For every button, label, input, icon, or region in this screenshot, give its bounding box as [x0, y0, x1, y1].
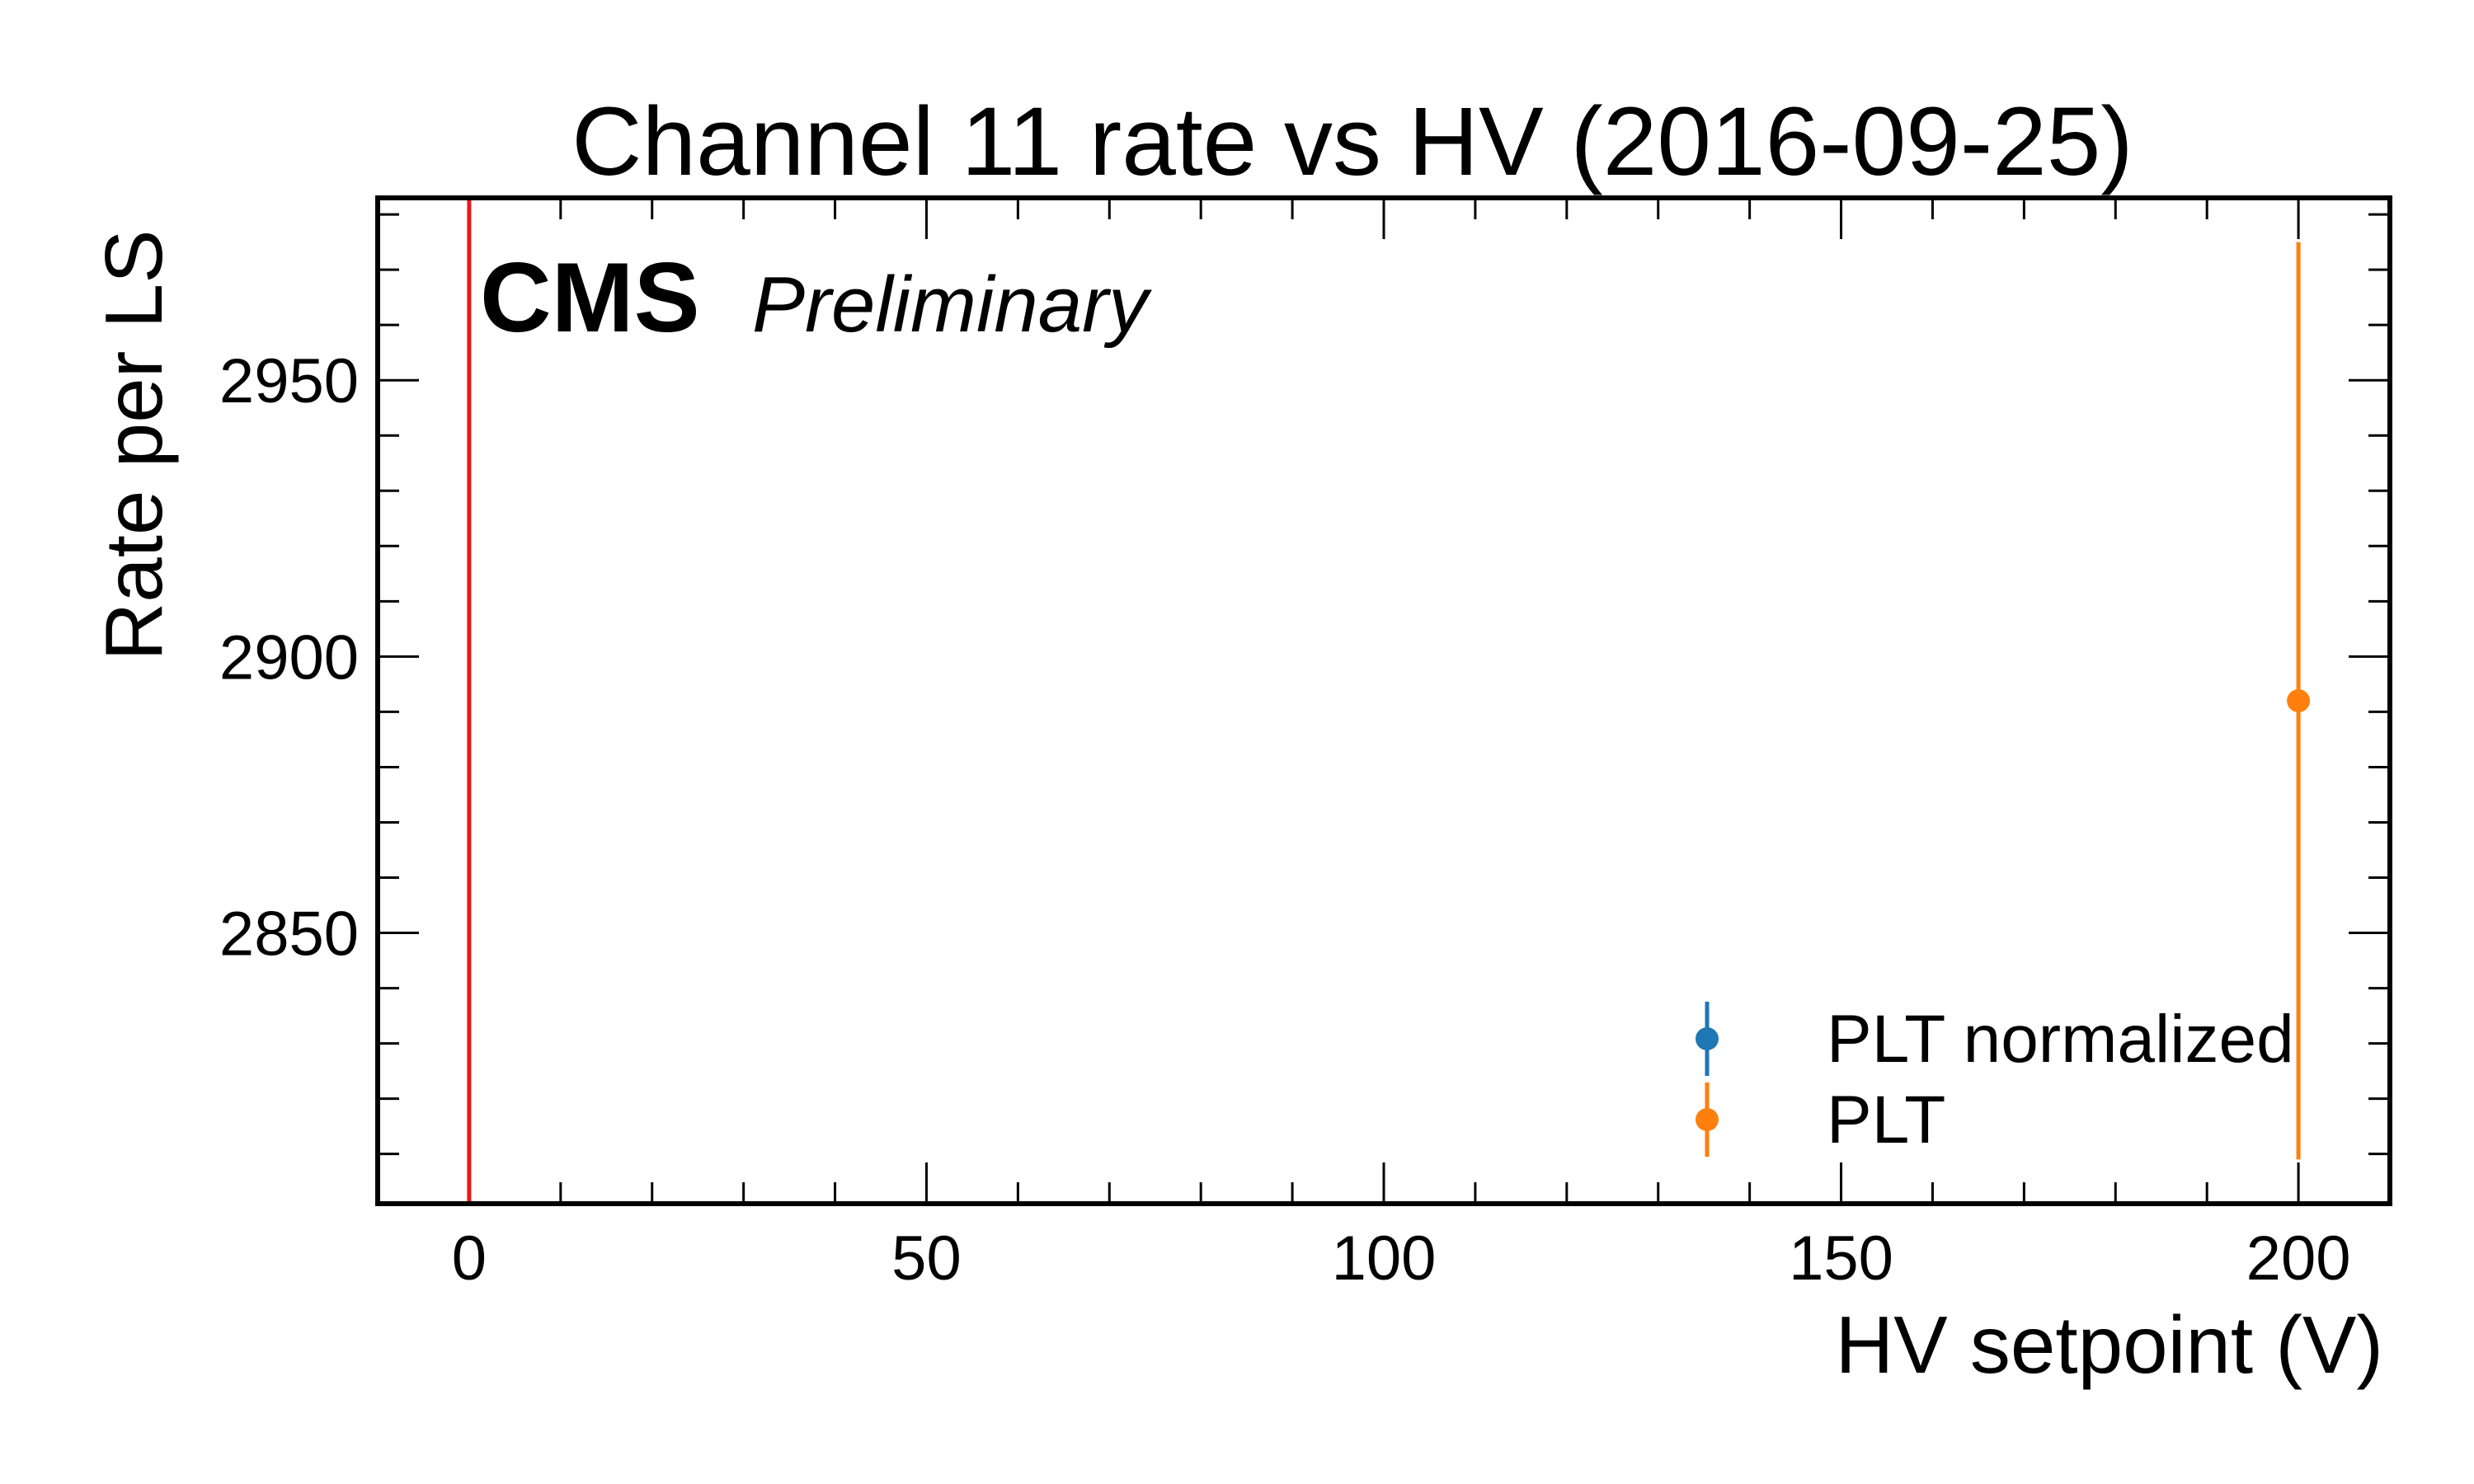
chart-title: Channel 11 rate vs HV (2016-09-25)	[571, 87, 2133, 196]
x-tick-label: 200	[2246, 1223, 2351, 1294]
x-tick-label: 150	[1789, 1223, 1893, 1294]
y-tick-label: 2900	[219, 622, 359, 693]
preliminary-label: Preliminary	[752, 261, 1152, 349]
data-point	[2287, 689, 2311, 712]
y-axis-label: Rate per LS	[88, 230, 179, 661]
axis-ticks	[376, 198, 2392, 1204]
legend-marker	[1696, 1108, 1719, 1131]
plot-frame	[375, 195, 2392, 1206]
x-tick-label: 50	[891, 1223, 962, 1294]
x-tick-label: 0	[452, 1223, 487, 1294]
y-tick-label: 2950	[219, 346, 359, 416]
legend-entry: PLT normalized	[1827, 1002, 2294, 1077]
legend-entry: PLT	[1827, 1082, 1945, 1158]
y-tick-label: 2850	[219, 899, 359, 970]
x-tick-label: 100	[1332, 1223, 1437, 1294]
plot-marks	[467, 198, 2311, 1204]
legend-marker	[1696, 1027, 1719, 1050]
x-axis-label: HV setpoint (V)	[1836, 1299, 2383, 1390]
cms-label: CMS	[480, 242, 700, 353]
tick-labels: 0 50 100 150 200 2850 2900 2950	[219, 346, 2351, 1294]
